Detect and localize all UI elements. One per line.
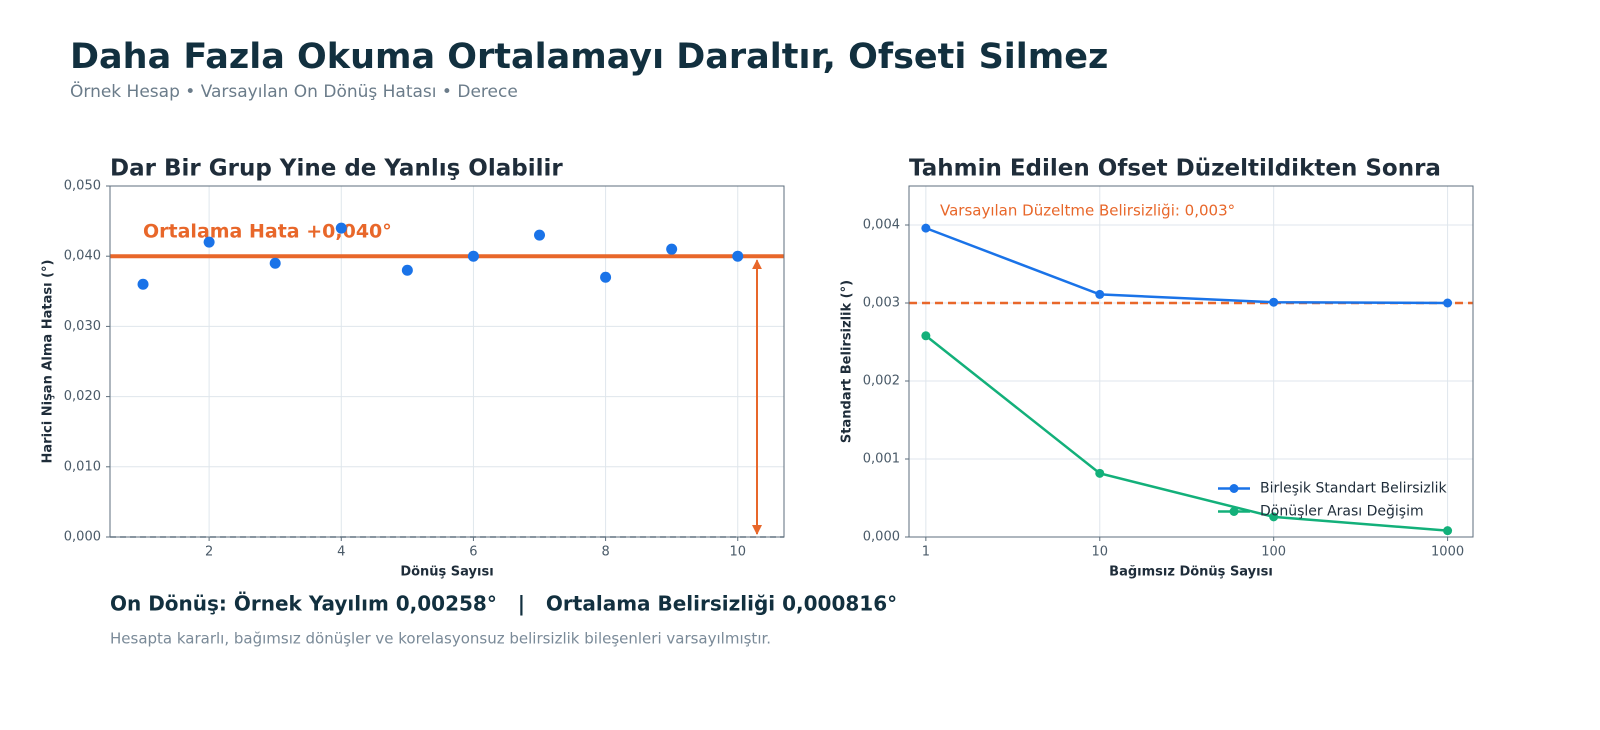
legend-swatch-dot — [1229, 484, 1239, 493]
page-subtitle: Örnek Hesap • Varsayılan On Dönüş Hatası… — [70, 80, 518, 102]
footnote: Hesapta kararlı, bağımsız dönüşler ve ko… — [110, 630, 771, 648]
x-tick-label: 8 — [601, 545, 609, 560]
panel-title: Tahmin Edilen Ofset Düzeltildikten Sonra — [909, 156, 1441, 182]
y-tick-label: 0,030 — [64, 319, 101, 334]
x-tick-label: 1 — [922, 545, 930, 560]
scatter-point — [666, 243, 678, 255]
scatter-point — [335, 222, 347, 234]
y-tick-label: 0,050 — [64, 179, 101, 194]
series-point — [921, 223, 931, 233]
reference-label: Varsayılan Düzeltme Belirsizliği: 0,003° — [940, 202, 1235, 220]
scatter-point — [534, 229, 546, 241]
legend-swatch-dot — [1229, 507, 1239, 516]
y-tick-label: 0,000 — [64, 530, 101, 545]
series-point — [921, 331, 931, 341]
y-axis-label: Harici Nişan Alma Hatası (°) — [41, 260, 56, 464]
series-line — [925, 334, 1448, 532]
plot-frame — [109, 185, 785, 538]
page-title: Daha Fazla Okuma Ortalamayı Daraltır, Of… — [70, 37, 1108, 77]
series-point — [1095, 468, 1105, 478]
y-tick-label: 0,010 — [64, 459, 101, 474]
scatter-point — [401, 264, 413, 276]
plot-frame — [908, 185, 1474, 538]
y-tick-label: 0,040 — [64, 249, 101, 264]
series-point — [1443, 526, 1453, 536]
scatter-point — [467, 250, 479, 262]
y-tick-label: 0,003 — [863, 296, 900, 311]
x-tick-label: 2 — [205, 545, 213, 560]
y-tick-label: 0,020 — [64, 389, 101, 404]
scatter-point — [137, 278, 149, 290]
series-line — [925, 226, 1448, 305]
scatter-point — [203, 236, 215, 248]
x-tick-label: 10 — [729, 545, 746, 560]
x-tick-label: 4 — [337, 545, 345, 560]
legend-label: Dönüşler Arası Değişim — [1260, 504, 1424, 520]
y-tick-label: 0,004 — [863, 218, 900, 233]
y-tick-label: 0,001 — [863, 452, 900, 467]
summary: On Dönüş: Örnek Yayılım 0,00258° | Ortal… — [110, 592, 897, 616]
x-tick-label: 1000 — [1431, 545, 1464, 560]
scatter-point — [600, 271, 612, 283]
x-tick-label: 10 — [1091, 545, 1108, 560]
x-tick-label: 100 — [1261, 545, 1286, 560]
x-axis-label: Dönüş Sayısı — [400, 565, 493, 580]
reference-label: Ortalama Hata +0,040° — [143, 221, 392, 243]
scatter-point — [269, 257, 281, 269]
x-axis-label: Bağımsız Dönüş Sayısı — [1109, 565, 1273, 580]
y-tick-label: 0,000 — [863, 530, 900, 545]
panel-title: Dar Bir Grup Yine de Yanlış Olabilir — [110, 156, 563, 182]
x-tick-label: 6 — [469, 545, 477, 560]
series-point — [1443, 298, 1453, 308]
legend-label: Birleşik Standart Belirsizlik — [1260, 481, 1448, 497]
scatter-point — [732, 250, 744, 262]
series-point — [1269, 512, 1279, 522]
series-point — [1095, 289, 1105, 299]
y-tick-label: 0,002 — [863, 374, 900, 389]
series-point — [1269, 297, 1279, 307]
y-axis-label: Standart Belirsizlik (°) — [840, 280, 855, 443]
